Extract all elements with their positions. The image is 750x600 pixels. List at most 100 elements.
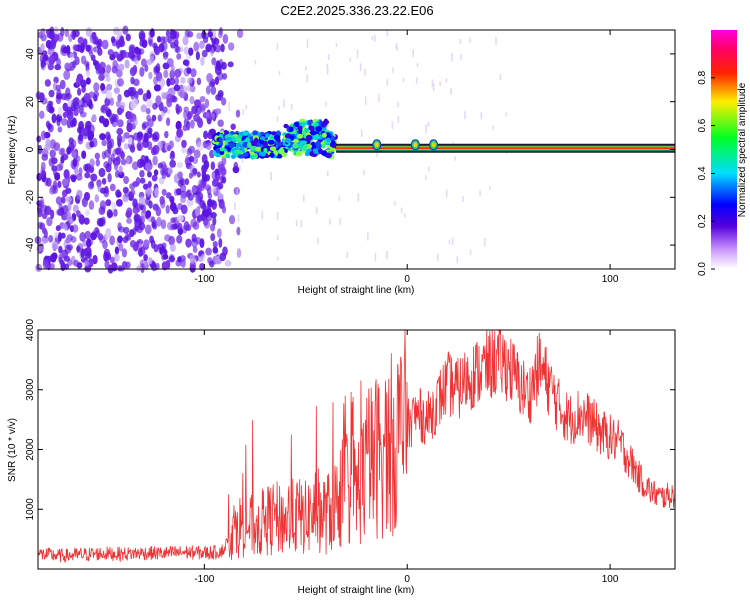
noise-cell — [181, 225, 188, 234]
echo-cell — [326, 137, 331, 143]
noise-cell — [196, 141, 204, 152]
noise-cell — [220, 61, 227, 70]
noise-cell — [165, 117, 171, 127]
faint-cell — [460, 54, 462, 60]
noise-cell — [215, 60, 221, 70]
noise-cell — [192, 167, 198, 175]
faint-cell — [326, 66, 329, 75]
noise-cell — [57, 126, 63, 133]
echo-cell — [321, 132, 327, 138]
faint-cell — [395, 43, 398, 49]
noise-cell — [199, 40, 205, 49]
noise-cell — [107, 49, 114, 56]
noise-cell — [151, 221, 156, 229]
noise-cell — [176, 234, 183, 244]
noise-cell — [148, 71, 153, 80]
noise-cell — [118, 101, 126, 109]
noise-cell — [48, 89, 55, 98]
colorbar-tick-label: 0.0 — [697, 262, 708, 276]
noise-cell — [89, 180, 94, 189]
noise-cell — [54, 231, 60, 239]
noise-cell — [192, 246, 198, 253]
noise-cell — [176, 222, 183, 231]
noise-cell — [83, 163, 89, 172]
noise-cell — [110, 153, 115, 162]
noise-cell — [139, 66, 145, 77]
noise-cell — [115, 199, 123, 207]
noise-cell — [139, 177, 146, 184]
noise-cell — [176, 161, 184, 169]
noise-cell — [156, 216, 162, 227]
echo-cell — [288, 126, 294, 133]
noise-cell — [124, 59, 130, 69]
noise-cell — [100, 83, 106, 91]
noise-cell — [117, 78, 125, 87]
noise-cell — [146, 91, 152, 100]
noise-cell — [65, 187, 72, 194]
snr-y-tick-label: 4000 — [25, 318, 36, 341]
faint-cell — [437, 253, 439, 261]
echo-cell — [264, 133, 270, 139]
echo-cell — [259, 136, 265, 141]
noise-cell — [233, 161, 239, 171]
noise-cell — [114, 147, 122, 155]
noise-cell — [129, 45, 136, 56]
spectrogram-y-tick-label: -40 — [25, 237, 36, 252]
noise-cell — [123, 143, 129, 150]
noise-cell — [138, 246, 146, 256]
noise-cell — [180, 195, 186, 204]
noise-cell — [170, 199, 175, 207]
faint-cell — [451, 237, 454, 246]
noise-cell — [139, 39, 145, 47]
echo-cell — [292, 129, 297, 135]
noise-cell — [76, 189, 83, 200]
noise-cell — [113, 159, 121, 166]
echo-cell — [297, 125, 303, 132]
noise-cell — [165, 204, 170, 214]
echo-cell — [278, 148, 285, 155]
noise-cell — [133, 119, 138, 126]
noise-cell — [57, 180, 62, 189]
noise-cell — [65, 196, 72, 203]
noise-cell — [48, 157, 55, 167]
noise-cell — [117, 119, 124, 128]
noise-cell — [116, 53, 123, 62]
noise-cell — [169, 243, 176, 252]
noise-cell — [41, 227, 47, 235]
noise-cell — [99, 66, 104, 75]
noise-cell — [189, 261, 196, 271]
noise-cell — [146, 187, 153, 195]
noise-cell — [86, 251, 93, 259]
noise-cell — [185, 238, 192, 248]
noise-cell — [199, 95, 206, 103]
noise-cell — [193, 41, 200, 52]
noise-cell — [78, 167, 83, 176]
noise-cell — [212, 240, 218, 248]
snr-axes: -100 0 100 1000 2000 3000 4000 — [25, 318, 675, 585]
noise-cell — [36, 135, 42, 143]
noise-cell — [134, 219, 141, 228]
echo-cell — [297, 133, 304, 139]
noise-cell — [125, 33, 131, 42]
noise-cell — [109, 235, 116, 246]
noise-cell — [126, 111, 134, 120]
noise-cell — [50, 39, 57, 50]
echo-cell — [231, 136, 236, 142]
faint-cell — [270, 172, 272, 181]
noise-cell — [64, 28, 70, 38]
noise-cell — [216, 228, 222, 238]
noise-cell — [97, 233, 104, 241]
noise-cell — [66, 146, 72, 155]
noise-cell — [210, 186, 217, 193]
noise-cell — [38, 207, 43, 216]
faint-cell — [505, 112, 507, 117]
noise-cell — [147, 141, 153, 151]
faint-cell — [327, 54, 330, 60]
noise-cell — [101, 39, 109, 50]
echo-cell — [225, 153, 231, 159]
noise-cell — [148, 257, 153, 265]
noise-cell — [133, 78, 140, 87]
noise-cell — [132, 180, 140, 188]
noise-cell — [203, 32, 210, 39]
noise-cell — [144, 197, 151, 206]
